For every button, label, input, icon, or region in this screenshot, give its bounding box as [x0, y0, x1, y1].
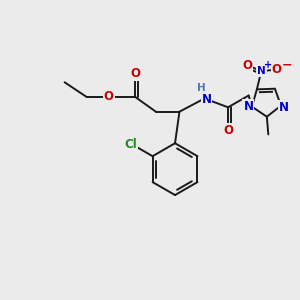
Text: H: H	[196, 83, 205, 93]
Text: +: +	[264, 60, 272, 70]
Text: N: N	[257, 66, 266, 76]
Text: N: N	[279, 100, 289, 114]
Text: O: O	[130, 67, 140, 80]
Text: O: O	[104, 91, 114, 103]
Text: Cl: Cl	[124, 138, 137, 151]
Text: −: −	[282, 59, 292, 72]
Text: O: O	[223, 124, 233, 137]
Text: N: N	[202, 93, 212, 106]
Text: O: O	[242, 59, 252, 72]
Text: O: O	[272, 63, 282, 76]
Text: N: N	[243, 100, 254, 113]
